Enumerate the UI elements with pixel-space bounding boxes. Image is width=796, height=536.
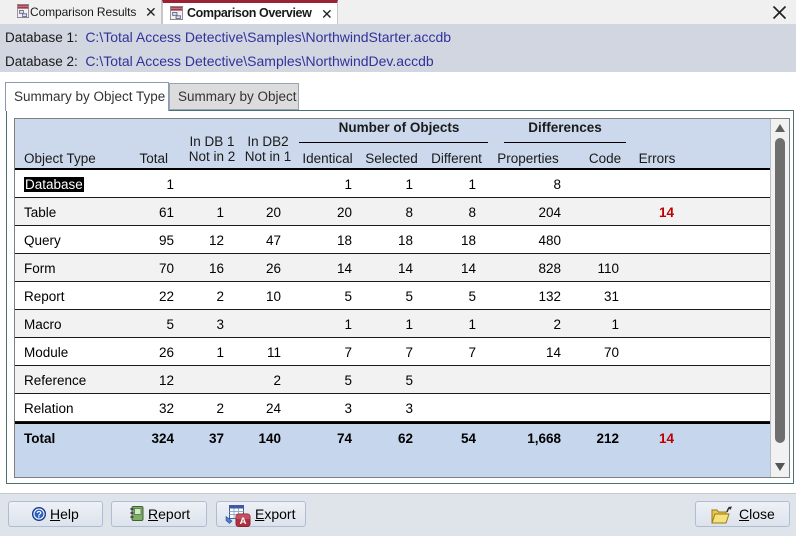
svg-text:A: A xyxy=(240,516,247,527)
svg-text:?: ? xyxy=(36,510,42,521)
